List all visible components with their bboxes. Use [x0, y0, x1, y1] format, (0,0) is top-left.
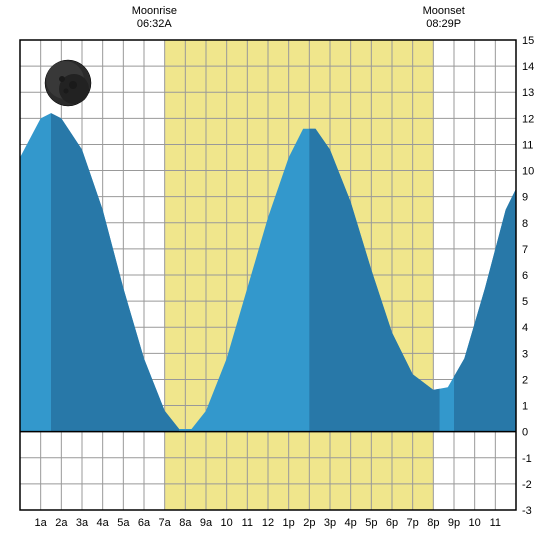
moonrise-label: Moonrise — [132, 5, 177, 17]
y-tick-label: 4 — [522, 322, 528, 334]
x-tick-label: 5p — [365, 517, 377, 529]
y-tick-label: 14 — [522, 61, 534, 73]
x-tick-label: 5a — [117, 517, 130, 529]
x-tick-label: 8p — [427, 517, 439, 529]
chart-svg: -3-2-101234567891011121314151a2a3a4a5a6a… — [0, 0, 550, 550]
x-tick-label: 9a — [200, 517, 213, 529]
y-tick-label: 3 — [522, 348, 528, 360]
x-tick-label: 11 — [242, 517, 253, 529]
y-tick-label: 5 — [522, 296, 528, 308]
y-tick-label: 0 — [522, 427, 528, 439]
x-tick-label: 6p — [386, 517, 398, 529]
x-tick-label: 7p — [407, 517, 419, 529]
x-tick-label: 4a — [97, 517, 110, 529]
y-tick-label: 9 — [522, 192, 528, 204]
x-tick-label: 3p — [324, 517, 336, 529]
y-tick-label: -2 — [522, 479, 532, 491]
x-tick-label: 10 — [469, 517, 481, 529]
x-tick-label: 10 — [221, 517, 233, 529]
moonrise-time: 06:32A — [137, 18, 173, 30]
y-tick-label: 10 — [522, 166, 534, 178]
y-tick-label: 6 — [522, 270, 528, 282]
x-tick-label: 2p — [303, 517, 315, 529]
y-tick-label: -3 — [522, 505, 532, 517]
x-tick-label: 3a — [76, 517, 89, 529]
y-tick-label: 13 — [522, 87, 534, 99]
moon-icon — [45, 60, 91, 106]
x-tick-label: 7a — [159, 517, 172, 529]
x-tick-label: 6a — [138, 517, 151, 529]
y-tick-label: 2 — [522, 374, 528, 386]
x-tick-label: 9p — [448, 517, 460, 529]
y-tick-label: 7 — [522, 244, 528, 256]
x-tick-label: 11 — [490, 517, 501, 529]
x-tick-label: 1a — [35, 517, 48, 529]
x-tick-label: 2a — [55, 517, 68, 529]
y-tick-label: 1 — [522, 401, 528, 413]
moonset-time: 08:29P — [426, 18, 461, 30]
moonset-label: Moonset — [423, 5, 465, 17]
y-tick-label: 11 — [522, 139, 533, 151]
x-tick-label: 8a — [179, 517, 192, 529]
y-tick-label: 15 — [522, 35, 534, 47]
x-tick-label: 1p — [283, 517, 295, 529]
tide-chart: -3-2-101234567891011121314151a2a3a4a5a6a… — [0, 0, 550, 550]
y-tick-label: 8 — [522, 218, 528, 230]
x-tick-label: 12 — [262, 517, 274, 529]
y-tick-label: -1 — [522, 453, 532, 465]
y-tick-label: 12 — [522, 113, 534, 125]
x-tick-label: 4p — [345, 517, 357, 529]
